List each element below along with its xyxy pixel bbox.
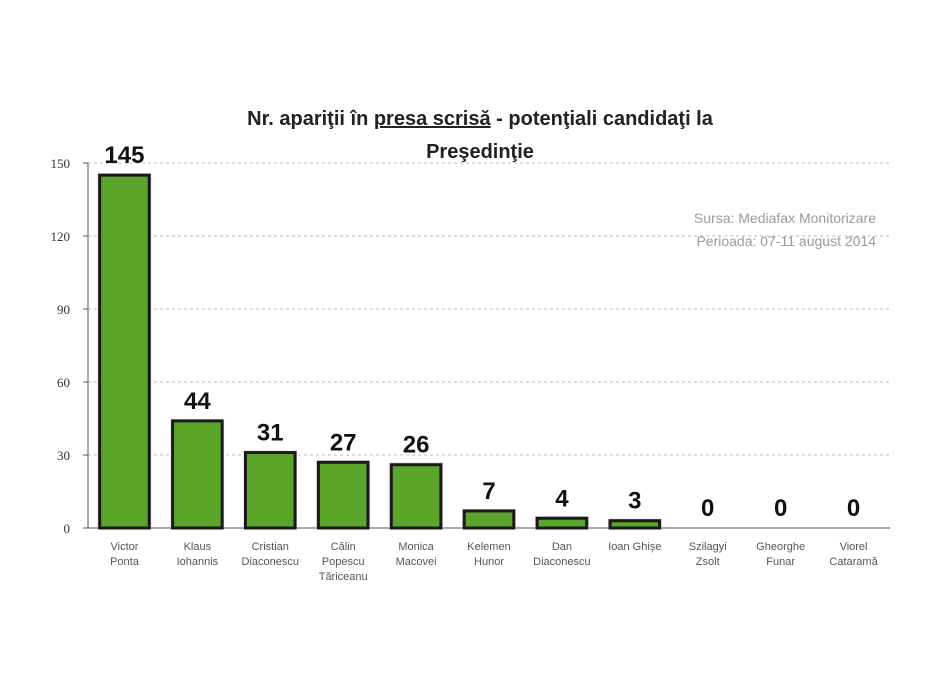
- chart-title-line1: Nr. apariţii în presa scrisă - potenţial…: [247, 108, 714, 130]
- data-label: 26: [403, 432, 430, 459]
- x-category-label-line: Iohannis: [177, 556, 219, 568]
- bar: [316, 460, 370, 530]
- bars: [97, 173, 662, 530]
- y-tick-label: 120: [51, 229, 71, 244]
- bar: [462, 509, 516, 530]
- title-part-3: - potenţiali candidaţi la: [491, 108, 714, 130]
- chart-title: Nr. apariţii în presa scrisă - potenţial…: [247, 108, 714, 163]
- x-category-label-line: Călin: [331, 541, 356, 553]
- data-label: 0: [847, 495, 860, 522]
- x-category-label-line: Diaconescu: [533, 556, 590, 568]
- x-category-label: Kelemen Hunor: [467, 541, 510, 568]
- x-category-label-line: Funar: [766, 556, 795, 568]
- x-category-label-line: Popescu: [322, 556, 365, 568]
- x-category-label: Ioan Ghișe: [608, 541, 661, 553]
- source-text: Sursa: Mediafax Monitorizare: [694, 210, 876, 226]
- title-part-2: presa scrisă: [374, 108, 492, 130]
- x-category-label: Dan Diaconescu: [533, 541, 590, 568]
- x-category-label: Victor Ponta: [110, 541, 140, 568]
- bar: [608, 519, 662, 530]
- data-label: 3: [628, 488, 641, 515]
- x-category-label-line: Monica: [398, 541, 434, 553]
- data-labels: 145 44 31 27 26 7 4 3 0 0 0: [104, 142, 860, 522]
- x-category-label: Szilagyi Zsolt: [689, 541, 727, 568]
- x-category-label: Klaus Iohannis: [177, 541, 219, 568]
- bar: [98, 173, 151, 530]
- x-category-label-line: Cristian: [252, 541, 289, 553]
- x-category-label-line: Cataramă: [829, 556, 878, 568]
- x-category-label: Gheorghe Funar: [756, 541, 805, 568]
- x-category-label-line: Ioan Ghișe: [608, 541, 661, 553]
- data-label: 27: [330, 429, 357, 456]
- x-category-label-line: Viorel: [840, 541, 868, 553]
- x-category-label-line: Kelemen: [467, 541, 510, 553]
- title-part-1: Nr. apariţii în: [247, 108, 374, 130]
- data-label: 44: [184, 388, 211, 415]
- bar: [389, 463, 443, 530]
- bar: [243, 451, 297, 530]
- x-category-label-line: Tăriceanu: [319, 571, 368, 583]
- data-label: 0: [774, 495, 787, 522]
- x-category-label: Monica Macovei: [396, 541, 437, 568]
- x-category-label-line: Ponta: [110, 556, 140, 568]
- y-tick-label: 150: [51, 156, 71, 171]
- x-category-label-line: Zsolt: [696, 556, 720, 568]
- y-tick-label: 90: [57, 302, 70, 317]
- data-label: 4: [555, 485, 569, 512]
- data-label: 0: [701, 495, 714, 522]
- x-category-label-line: Victor: [110, 541, 138, 553]
- x-category-label: Călin Popescu Tăriceanu: [319, 541, 368, 583]
- x-category-label-line: Gheorghe: [756, 541, 805, 553]
- data-label: 7: [482, 478, 495, 505]
- x-category-label: Cristian Diaconescu: [242, 541, 299, 568]
- x-category-label-line: Szilagyi: [689, 541, 727, 553]
- y-tick-label: 0: [64, 521, 71, 536]
- chart-title-line2: Preşedinţie: [426, 141, 534, 163]
- period-text: Perioada: 07-11 august 2014: [696, 233, 876, 249]
- y-tick-label: 30: [57, 448, 70, 463]
- bar: [535, 516, 589, 530]
- x-category-label-line: Diaconescu: [242, 556, 299, 568]
- y-tick-label: 60: [57, 375, 70, 390]
- x-category-label-line: Klaus: [184, 541, 212, 553]
- data-label: 145: [104, 142, 144, 169]
- x-category-label: Viorel Cataramă: [829, 541, 878, 568]
- x-category-label-line: Hunor: [474, 556, 504, 568]
- bar: [171, 419, 224, 530]
- x-axis-labels: Victor Ponta Klaus Iohannis Cristian Diacones…: [110, 541, 878, 583]
- x-category-label-line: Dan: [552, 541, 572, 553]
- x-category-label-line: Macovei: [396, 556, 437, 568]
- data-label: 31: [257, 420, 284, 447]
